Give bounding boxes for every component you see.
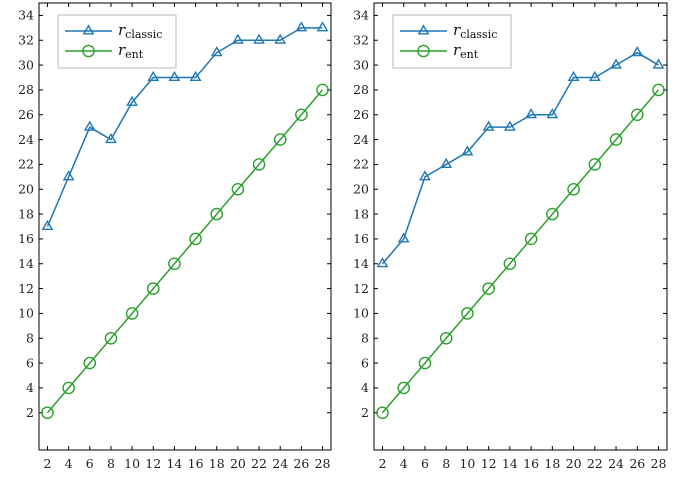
- data-point-classic: [484, 122, 493, 130]
- x-tick-label: 22: [587, 456, 603, 471]
- x-tick-label: 8: [107, 456, 115, 471]
- legend-box: [58, 15, 176, 68]
- y-tick-label: 8: [26, 331, 34, 346]
- data-point-classic: [633, 47, 642, 55]
- x-tick-label: 6: [86, 456, 94, 471]
- y-tick-label: 20: [18, 182, 34, 197]
- data-point-classic: [318, 23, 327, 31]
- axes-frame: [374, 3, 667, 450]
- x-tick-label: 26: [629, 456, 645, 471]
- y-tick-label: 16: [18, 231, 34, 246]
- y-tick-label: 14: [353, 256, 369, 271]
- y-tick-label: 24: [18, 132, 34, 147]
- series-ent: [42, 84, 328, 418]
- data-point-classic: [569, 72, 578, 80]
- data-point-ent: [653, 84, 664, 95]
- y-tick-label: 32: [18, 33, 34, 48]
- x-tick-label: 22: [251, 456, 267, 471]
- y-tick-label: 18: [18, 206, 34, 221]
- x-tick-label: 18: [209, 456, 225, 471]
- y-tick-label: 8: [361, 331, 369, 346]
- y-tick-label: 18: [353, 206, 369, 221]
- x-tick-label: 20: [566, 456, 582, 471]
- y-tick-label: 34: [18, 8, 34, 23]
- x-tick-label: 16: [523, 456, 539, 471]
- legend-label-subscript: ent: [460, 48, 479, 61]
- y-tick-label: 10: [18, 306, 34, 321]
- y-tick-label: 34: [353, 8, 369, 23]
- series-classic: [378, 47, 663, 266]
- x-tick-label: 4: [65, 456, 73, 471]
- y-tick-label: 12: [353, 281, 369, 296]
- x-tick-label: 24: [272, 456, 288, 471]
- series-ent: [377, 84, 664, 418]
- x-tick-label: 28: [315, 456, 331, 471]
- axes-frame: [39, 3, 331, 450]
- y-tick-label: 2: [361, 405, 369, 420]
- x-tick-label: 18: [544, 456, 560, 471]
- x-tick-label: 26: [293, 456, 309, 471]
- x-tick-label: 28: [651, 456, 667, 471]
- data-point-classic: [170, 72, 179, 80]
- y-tick-label: 12: [18, 281, 34, 296]
- legend-label-subscript: classic: [460, 28, 497, 41]
- data-point-classic: [149, 72, 158, 80]
- x-tick-label: 14: [502, 456, 518, 471]
- series-line-ent: [47, 90, 322, 413]
- x-tick-label: 16: [188, 456, 204, 471]
- legend-label-subscript: classic: [125, 28, 162, 41]
- y-tick-label: 26: [353, 107, 369, 122]
- y-tick-label: 14: [18, 256, 34, 271]
- y-tick-label: 4: [26, 380, 34, 395]
- y-tick-label: 28: [353, 82, 369, 97]
- x-tick-label: 10: [459, 456, 475, 471]
- x-tick-label: 6: [421, 456, 429, 471]
- x-tick-label: 4: [400, 456, 408, 471]
- x-tick-label: 10: [124, 456, 140, 471]
- y-tick-label: 24: [353, 132, 369, 147]
- y-tick-label: 16: [353, 231, 369, 246]
- x-tick-label: 12: [145, 456, 161, 471]
- data-point-classic: [526, 110, 535, 118]
- chart-panel-1: 2468101214161820222426283032342 4 6 8 10 12 14…: [18, 3, 331, 471]
- x-tick-label: 24: [608, 456, 624, 471]
- y-tick-label: 28: [18, 82, 34, 97]
- y-tick-label: 26: [18, 107, 34, 122]
- y-tick-label: 20: [353, 182, 369, 197]
- series-line-classic: [382, 53, 658, 264]
- series-line-ent: [382, 90, 658, 413]
- y-tick-label: 30: [353, 57, 369, 72]
- y-tick-label: 10: [353, 306, 369, 321]
- y-tick-label: 30: [18, 57, 34, 72]
- y-tick-label: 32: [353, 33, 369, 48]
- x-tick-label: 20: [230, 456, 246, 471]
- legend-label-subscript: ent: [125, 48, 144, 61]
- data-point-classic: [297, 23, 306, 31]
- legend-box: [393, 15, 511, 68]
- y-tick-label: 22: [353, 157, 369, 172]
- x-tick-label: 8: [442, 456, 450, 471]
- data-point-classic: [254, 35, 263, 43]
- y-tick-label: 6: [361, 355, 369, 370]
- x-tick-label: 12: [481, 456, 497, 471]
- data-point-classic: [233, 35, 242, 43]
- x-tick-label: 14: [166, 456, 182, 471]
- x-tick-label: 2: [379, 456, 387, 471]
- x-tick-label: 2: [43, 456, 51, 471]
- y-tick-label: 4: [361, 380, 369, 395]
- y-tick-label: 22: [18, 157, 34, 172]
- y-tick-label: 2: [26, 405, 34, 420]
- y-tick-label: 6: [26, 355, 34, 370]
